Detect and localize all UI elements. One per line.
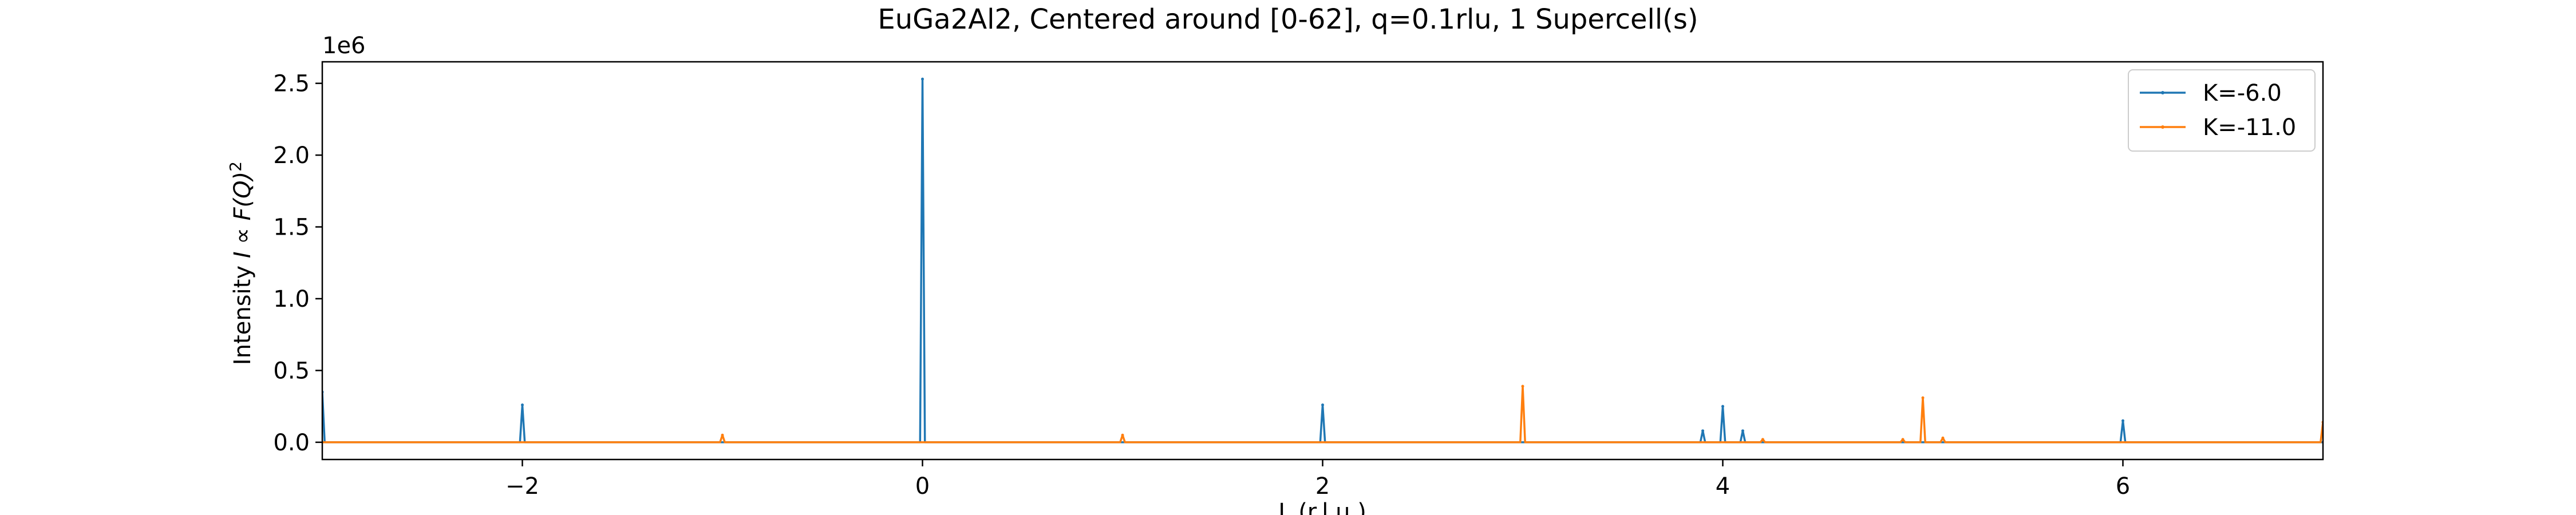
y-axis-label-prefix: Intensity [230,258,256,365]
x-tick-label: 4 [1716,473,1730,500]
y-tick-label: 0.0 [273,430,310,456]
x-tick-label: −2 [505,473,539,500]
series-line [322,385,2323,443]
y-tick-label: 2.5 [273,71,310,97]
legend-entry: K=-6.0 [2140,80,2282,106]
series-line [322,78,2323,443]
x-tick-label: 6 [2116,473,2130,500]
chart-title: EuGa2Al2, Centered around [0-62], q=0.1r… [878,3,1698,35]
peak-point [1701,429,1705,433]
y-axis-label-math: I ∝ F(Q) [230,172,256,259]
peak-point [1121,433,1124,437]
series-2 [322,385,2323,443]
y-axis-ticks: 0.0 0.5 1.0 1.5 2.0 2.5 [273,71,322,456]
y-axis-label-power: 2 [226,161,245,172]
y-tick-label: 1.5 [273,215,310,241]
x-axis-label: L (r.l.u.) [1278,499,1366,515]
y-axis-label: Intensity I ∝ F(Q)2 [226,161,256,365]
peak-point [1721,405,1724,408]
peak-point [1521,385,1524,388]
plot-area-frame [321,61,2324,461]
legend-label: K=-6.0 [2203,80,2282,106]
peak-point [1921,396,1925,399]
peak-point [921,77,924,81]
y-tick-label: 2.0 [273,142,310,169]
x-tick-label: 0 [915,473,930,500]
legend-marker [2161,91,2164,94]
peak-point [1901,438,1905,441]
x-axis-ticks: −2 0 2 4 6 [505,459,2130,500]
peak-point [721,433,724,437]
legend: K=-6.0 K=-11.0 [2128,69,2316,152]
y-offset-label: 1e6 [322,33,366,59]
legend-marker [2161,125,2164,129]
peak-point [1761,438,1764,441]
peak-point [1321,403,1324,407]
x-tick-label: 2 [1315,473,1330,500]
legend-label: K=-11.0 [2203,114,2296,141]
legend-entry: K=-11.0 [2140,114,2296,141]
series-1 [322,77,2323,443]
peak-point [1741,429,1744,433]
series-layer [322,77,2323,443]
legend-box [2128,69,2316,152]
peak-point [1941,436,1945,439]
y-tick-label: 1.0 [273,286,310,312]
y-tick-label: 0.5 [273,358,310,384]
peak-point [521,403,524,407]
peak-point [2121,419,2124,422]
